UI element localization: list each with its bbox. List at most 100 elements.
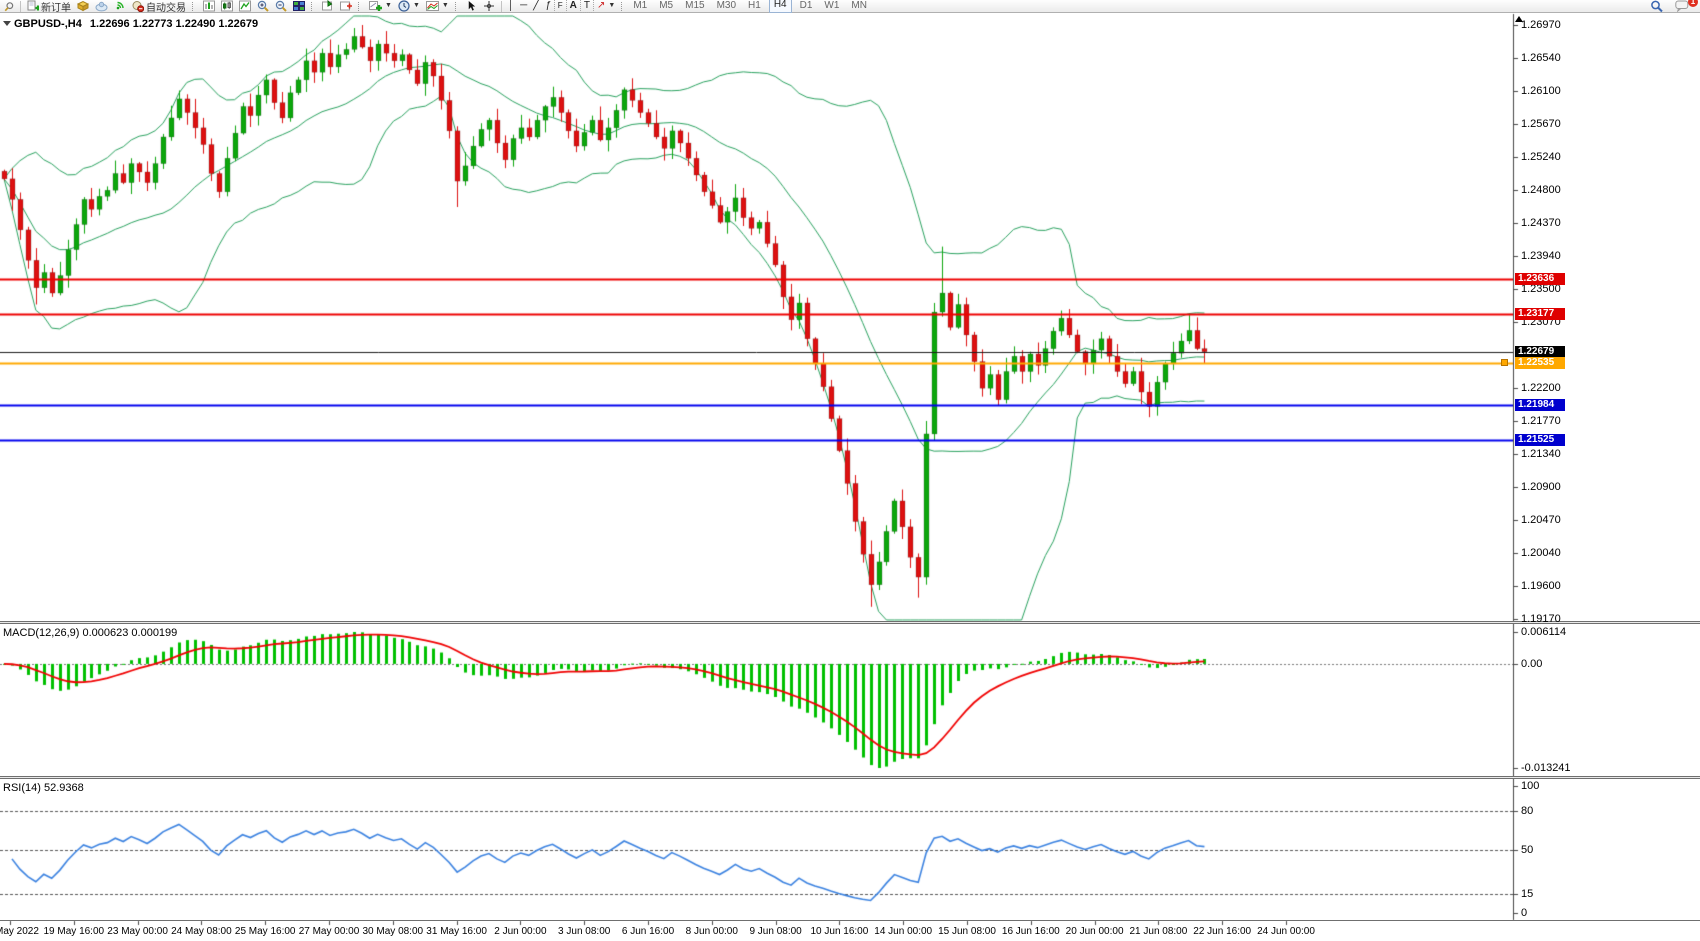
timeframe-M1[interactable]: M1: [633, 0, 648, 11]
timeframe-MN[interactable]: MN: [851, 0, 867, 11]
date-axis-tick: 18 May 2022: [0, 926, 39, 937]
date-axis-tick: 9 Jun 08:00: [749, 926, 802, 937]
rsi-axis-tick: 100: [1521, 780, 1540, 792]
timeframe-H4[interactable]: H4: [768, 0, 792, 13]
arrow-glyph: ↗: [596, 0, 606, 11]
date-axis-tick: 15 Jun 08:00: [938, 926, 996, 937]
price-axis-tick: 1.25670: [1521, 117, 1561, 130]
macd-axis-tick-max: 0.006114: [1521, 626, 1567, 638]
profile-cloud-button[interactable]: [92, 0, 111, 12]
date-axis-tick: 22 Jun 16:00: [1193, 926, 1252, 937]
timeframe-D1[interactable]: D1: [799, 0, 813, 11]
date-axis-tick: 16 Jun 16:00: [1001, 926, 1060, 937]
orange-level-line-label[interactable]: 1.22535: [1515, 356, 1565, 369]
chevron-down-icon[interactable]: ▼: [412, 2, 420, 9]
rsi-axis-tick: 0: [1521, 907, 1528, 919]
data-window-button[interactable]: [319, 0, 337, 12]
chevron-down-icon[interactable]: ▼: [608, 2, 616, 9]
price-axis-tick: 1.25240: [1521, 150, 1561, 163]
search-icon[interactable]: [1647, 0, 1666, 12]
price-axis-tick: 1.19600: [1521, 580, 1561, 593]
notifications-button[interactable]: 1: [1672, 0, 1698, 12]
add-indicator-button[interactable]: ▼: [366, 0, 395, 12]
price-axis-tick: 1.24800: [1521, 184, 1561, 197]
text-tool-button[interactable]: A: [569, 0, 577, 11]
price-axis-tick: 1.23500: [1521, 283, 1561, 296]
bid-price-line-label[interactable]: 1.22679: [1515, 345, 1565, 358]
chart-line-button[interactable]: [236, 0, 254, 12]
crosshair-tool-button[interactable]: [480, 0, 498, 12]
channel-tool-button[interactable]: F: [553, 0, 567, 13]
macd-axis-tick-min: -0.013241: [1521, 762, 1571, 774]
date-axis-tick: 10 Jun 16:00: [810, 926, 869, 937]
scroll-to-end-marker[interactable]: [1515, 16, 1523, 22]
date-axis-tick: 27 May 00:00: [298, 926, 360, 937]
horizontal-line-tool-button[interactable]: ─: [520, 0, 528, 11]
chart-title: GBPUSD-,H4 1.22696 1.22773 1.22490 1.226…: [14, 18, 258, 30]
price-axis-tick: 1.26970: [1521, 19, 1561, 31]
market-watch-button[interactable]: [74, 0, 92, 12]
orange-level-line-handle[interactable]: [1501, 358, 1508, 366]
chevron-down-icon[interactable]: ▼: [385, 2, 392, 9]
panel-separator-main-macd[interactable]: [0, 621, 1700, 624]
resistance-line-2-label[interactable]: 1.23177: [1515, 307, 1565, 320]
rsi-axis-tick: 80: [1521, 805, 1534, 818]
support-line-1-label[interactable]: 1.21984: [1515, 398, 1565, 411]
toolbar-grip: [358, 1, 363, 11]
date-axis-tick: 30 May 08:00: [362, 926, 424, 937]
toolbar-grip: [192, 1, 197, 11]
notification-badge: 1: [1688, 0, 1698, 7]
timeframe-M5[interactable]: M5: [659, 0, 674, 11]
zoom-out-button[interactable]: [272, 0, 290, 12]
rsi-axis-tick: 50: [1521, 843, 1534, 856]
price-axis-tick: 1.20040: [1521, 546, 1561, 559]
support-line-2-label[interactable]: 1.21525: [1515, 433, 1565, 446]
date-axis-tick: 20 Jun 00:00: [1065, 926, 1124, 937]
timeframe-H1[interactable]: H1: [748, 0, 761, 11]
signal-button[interactable]: [111, 0, 129, 12]
price-axis-tick: 1.21340: [1521, 447, 1561, 460]
timeframe-M15[interactable]: M15: [685, 0, 705, 11]
toolbar-grip: [621, 1, 626, 11]
date-axis-tick: 25 May 16:00: [234, 926, 296, 937]
magnifier-icon[interactable]: [1, 0, 17, 12]
navigator-button[interactable]: [337, 0, 355, 12]
zoom-in-button[interactable]: [254, 0, 272, 12]
trendline-tool-button[interactable]: ╱: [533, 0, 540, 11]
vertical-line-tool-button[interactable]: │: [507, 0, 515, 11]
period-clock-button[interactable]: ▼: [395, 0, 423, 12]
date-axis-tick: 24 Jun 00:00: [1257, 926, 1315, 937]
date-axis-tick: 24 May 08:00: [171, 926, 232, 937]
cursor-tool-button[interactable]: [463, 0, 480, 12]
toolbar-right-group: 1: [1647, 0, 1699, 12]
toolbar-separator: [20, 0, 21, 12]
price-axis-tick: 1.20470: [1521, 513, 1561, 526]
arrows-tool-button[interactable]: ↗ ▼: [594, 0, 618, 12]
timeframe-M30[interactable]: M30: [716, 0, 737, 11]
resistance-line-1-label[interactable]: 1.23636: [1515, 272, 1565, 285]
fibonacci-tool-button[interactable]: ƒ: [545, 0, 551, 11]
toolbar-grip: [454, 1, 460, 11]
new-order-button[interactable]: 新订单: [24, 0, 74, 14]
toolbar-grip: [311, 1, 316, 11]
symbol-dropdown-icon[interactable]: [3, 21, 11, 26]
macd-axis-tick-zero: 0.00: [1521, 657, 1543, 670]
chevron-down-icon[interactable]: ▼: [441, 2, 449, 9]
price-axis-tick: 1.23940: [1521, 249, 1561, 262]
tile-windows-button[interactable]: [290, 0, 308, 12]
chart-candles-button[interactable]: [218, 0, 236, 12]
symbol-period-label: GBPUSD-,H4: [14, 18, 82, 30]
templates-button[interactable]: ▼: [423, 0, 452, 12]
panel-separator-macd-rsi[interactable]: [0, 776, 1700, 779]
date-axis-tick: 2 Jun 00:00: [494, 926, 547, 937]
macd-indicator-label: MACD(12,26,9) 0.000623 0.000199: [3, 627, 178, 639]
autotrade-button[interactable]: 自动交易: [129, 0, 189, 14]
date-axis-tick: 3 Jun 08:00: [558, 926, 611, 937]
price-axis-tick: 1.20900: [1521, 481, 1561, 494]
text-label-tool-button[interactable]: T: [579, 0, 594, 13]
chart-bars-button[interactable]: [200, 0, 218, 12]
date-axis-tick: 6 Jun 16:00: [621, 926, 675, 937]
timeframe-W1[interactable]: W1: [824, 0, 840, 11]
